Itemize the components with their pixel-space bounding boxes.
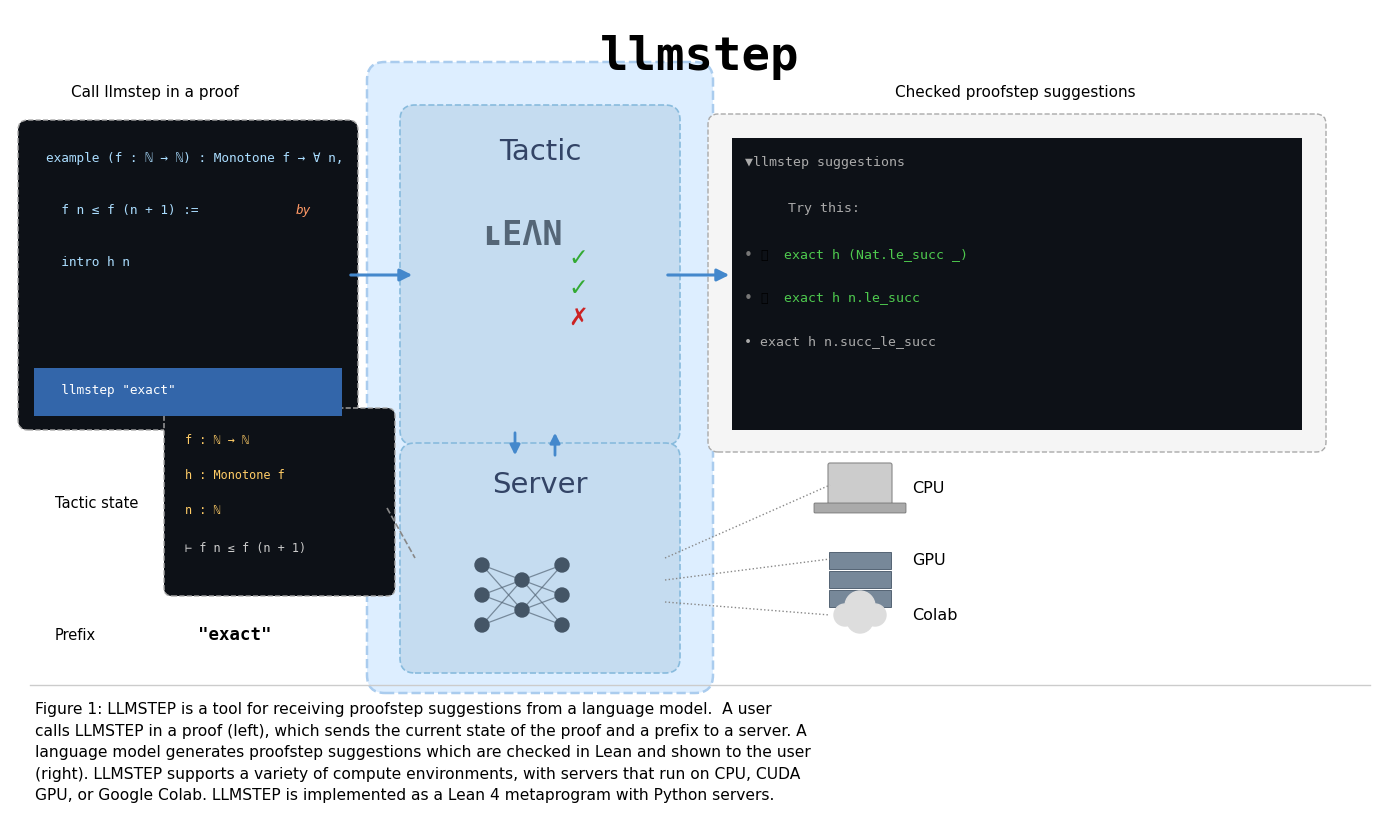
Circle shape [834,604,855,626]
Circle shape [475,588,489,602]
Text: exact h (Nat.le_succ _): exact h (Nat.le_succ _) [784,248,967,261]
FancyBboxPatch shape [164,408,395,596]
Text: ✓: ✓ [568,246,588,270]
FancyBboxPatch shape [367,62,713,693]
Circle shape [864,604,886,626]
FancyBboxPatch shape [829,552,890,569]
FancyBboxPatch shape [18,120,358,430]
FancyBboxPatch shape [708,114,1326,452]
Text: Prefix: Prefix [55,627,97,642]
Text: •: • [743,247,753,262]
Text: •: • [743,290,753,305]
Text: example (f : ℕ → ℕ) : Monotone f → ∀ n,: example (f : ℕ → ℕ) : Monotone f → ∀ n, [46,152,343,164]
Circle shape [847,607,874,633]
Text: Call llmstep in a proof: Call llmstep in a proof [71,85,239,100]
Circle shape [515,603,529,617]
Text: Tactic: Tactic [498,138,581,166]
Text: GPU: GPU [911,553,945,568]
Text: f : ℕ → ℕ: f : ℕ → ℕ [185,433,249,447]
FancyBboxPatch shape [34,368,342,416]
FancyBboxPatch shape [829,571,890,588]
Text: intro h n: intro h n [46,256,130,268]
FancyBboxPatch shape [732,138,1302,430]
Text: by: by [295,203,311,217]
Text: Try this:: Try this: [788,202,860,214]
Circle shape [554,618,568,632]
Text: ▼llmstep suggestions: ▼llmstep suggestions [745,155,904,168]
Circle shape [554,558,568,572]
Text: Checked proofstep suggestions: Checked proofstep suggestions [895,85,1135,100]
Text: h : Monotone f: h : Monotone f [185,468,284,481]
FancyBboxPatch shape [827,463,892,507]
Text: Tactic state: Tactic state [55,496,139,510]
Text: "exact": "exact" [199,626,272,644]
Text: 🎉: 🎉 [760,248,767,261]
Text: 🎉: 🎉 [760,291,767,305]
Text: exact h n.le_succ: exact h n.le_succ [784,291,920,305]
Circle shape [475,558,489,572]
Text: ⊢ f n ≤ f (n + 1): ⊢ f n ≤ f (n + 1) [185,541,307,554]
FancyBboxPatch shape [400,105,680,445]
Text: ʟEΛN: ʟEΛN [482,218,563,251]
Text: llmstep: llmstep [601,35,799,80]
Text: n : ℕ: n : ℕ [185,504,221,516]
Text: ✗: ✗ [568,306,588,330]
Text: • exact h n.succ_le_succ: • exact h n.succ_le_succ [743,335,937,349]
Circle shape [846,591,875,621]
FancyBboxPatch shape [400,443,680,673]
Text: f n ≤ f (n + 1) :=: f n ≤ f (n + 1) := [46,203,206,217]
Text: ✓: ✓ [568,276,588,300]
Text: Colab: Colab [911,608,958,622]
Text: llmstep "exact": llmstep "exact" [46,383,175,397]
FancyBboxPatch shape [829,590,890,607]
Text: Server: Server [493,471,588,499]
Circle shape [515,573,529,587]
Text: CPU: CPU [911,481,945,496]
FancyBboxPatch shape [813,503,906,513]
Circle shape [554,588,568,602]
Text: Figure 1: LLMSTEP is a tool for receiving proofstep suggestions from a language : Figure 1: LLMSTEP is a tool for receivin… [35,702,811,803]
Circle shape [475,618,489,632]
